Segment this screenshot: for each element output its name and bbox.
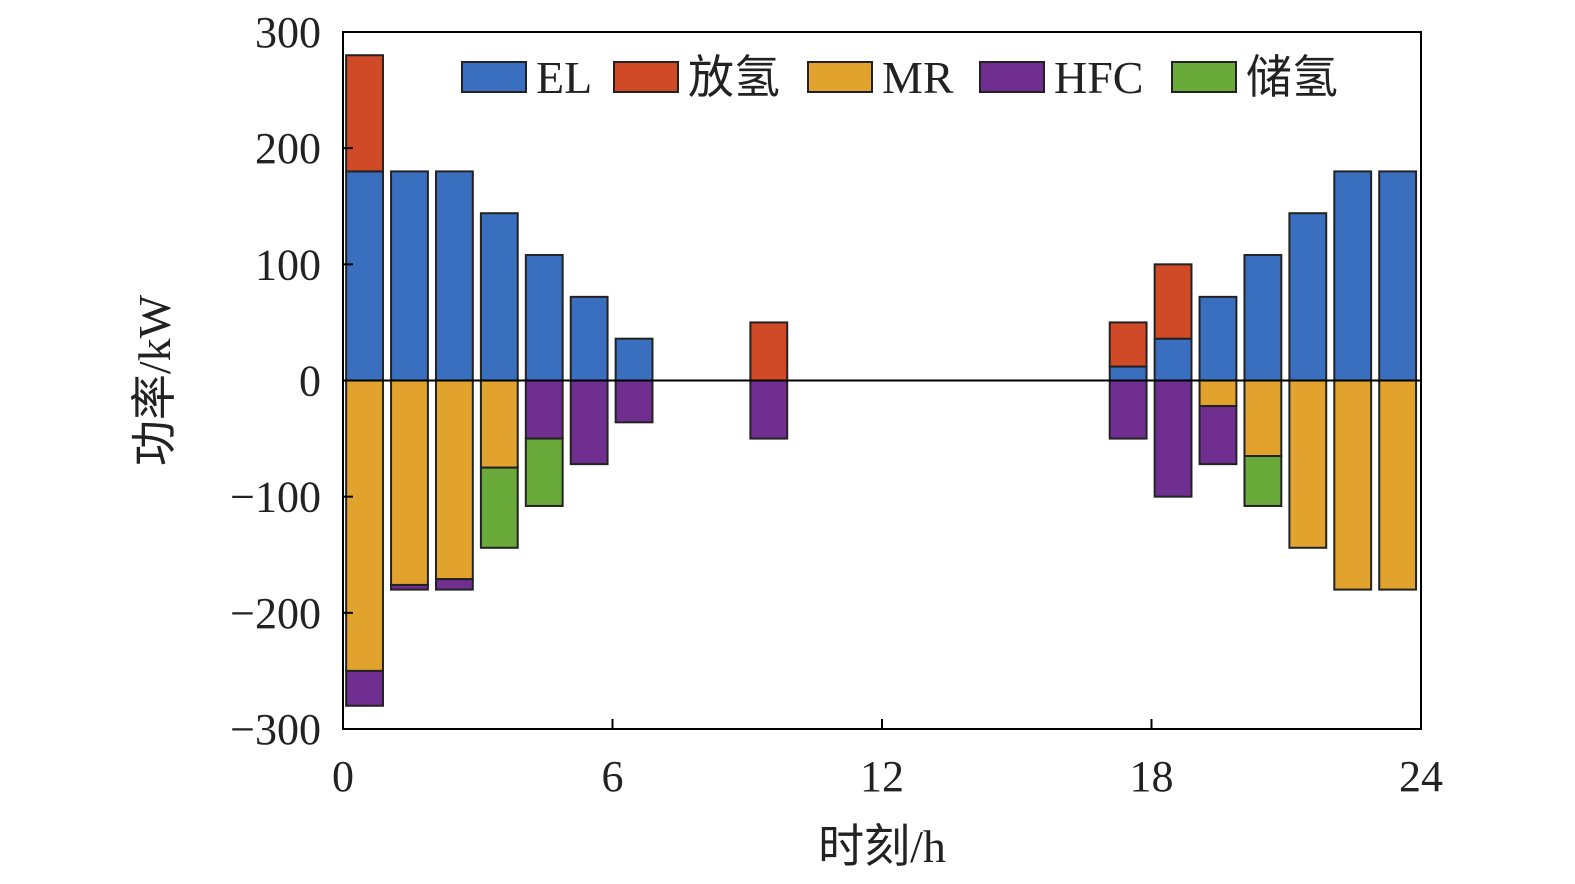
bar-HFC-6 — [569, 379, 609, 466]
bar-HFC-3 — [434, 578, 474, 591]
x-tick-label: 12 — [860, 752, 904, 801]
legend-swatch-EL — [461, 61, 527, 93]
bar-EL-23 — [1333, 170, 1373, 382]
bar-MR-1 — [345, 379, 384, 672]
bar-EL-19 — [1153, 337, 1193, 382]
x-tick-label: 6 — [602, 752, 624, 801]
bar-EL-7 — [614, 337, 654, 382]
bar-放氢-10 — [749, 321, 789, 382]
bar-储氢-4 — [479, 466, 519, 549]
bar-MR-20 — [1198, 379, 1238, 408]
bar-储氢-5 — [524, 437, 564, 507]
y-tick-label: −300 — [230, 705, 321, 754]
legend-label-储氢: 储氢 — [1246, 52, 1338, 103]
bar-HFC-5 — [524, 379, 564, 440]
y-tick-label: −200 — [230, 589, 321, 638]
bar-EL-3 — [434, 170, 474, 382]
y-tick-label: 200 — [255, 124, 321, 173]
x-tick-label: 18 — [1130, 752, 1174, 801]
bar-MR-21 — [1243, 379, 1283, 458]
bar-EL-1 — [345, 170, 384, 382]
bar-HFC-7 — [614, 379, 654, 424]
legend-label-放氢: 放氢 — [688, 52, 780, 103]
bar-储氢-21 — [1243, 455, 1283, 507]
legend-label-HFC: HFC — [1054, 52, 1143, 103]
y-tick-label: −100 — [230, 473, 321, 522]
legend-swatch-储氢 — [1171, 61, 1237, 93]
bar-EL-2 — [390, 170, 429, 382]
bar-EL-24 — [1378, 170, 1418, 382]
y-tick-label: 300 — [255, 8, 321, 57]
bar-HFC-1 — [345, 669, 384, 707]
bar-EL-20 — [1198, 295, 1238, 382]
bar-EL-22 — [1288, 212, 1328, 382]
bar-放氢-1 — [345, 54, 384, 173]
bars — [345, 54, 1418, 707]
bar-HFC-18 — [1108, 379, 1148, 440]
bar-HFC-20 — [1198, 405, 1238, 466]
bar-MR-3 — [434, 379, 474, 581]
bar-EL-4 — [479, 212, 519, 382]
x-tick-label: 0 — [332, 752, 354, 801]
legend-swatch-MR — [807, 61, 873, 93]
bar-MR-2 — [390, 379, 429, 586]
bar-放氢-19 — [1153, 263, 1193, 340]
legend-swatch-放氢 — [613, 61, 679, 93]
legend-label-EL: EL — [536, 52, 592, 103]
bar-EL-6 — [569, 295, 609, 382]
bar-MR-24 — [1378, 379, 1418, 591]
x-axis-title: 时刻/h — [818, 821, 946, 872]
bar-EL-18 — [1108, 365, 1148, 382]
bar-MR-22 — [1288, 379, 1328, 549]
x-tick-label: 24 — [1399, 752, 1443, 801]
legend-label-MR: MR — [882, 52, 954, 103]
bar-EL-21 — [1243, 254, 1283, 382]
bar-HFC-2 — [390, 583, 429, 591]
bar-HFC-19 — [1153, 379, 1193, 498]
y-tick-label: 0 — [299, 357, 321, 406]
legend-swatch-HFC — [979, 61, 1045, 93]
y-axis-title: 功率/kW — [129, 294, 180, 466]
bar-MR-4 — [479, 379, 519, 469]
bar-MR-23 — [1333, 379, 1373, 591]
bar-HFC-10 — [749, 379, 789, 440]
bar-EL-5 — [524, 254, 564, 382]
bar-放氢-18 — [1108, 321, 1148, 368]
y-tick-label: 100 — [255, 240, 321, 289]
legend: EL 放氢 MR HFC 储氢 — [461, 52, 1338, 103]
